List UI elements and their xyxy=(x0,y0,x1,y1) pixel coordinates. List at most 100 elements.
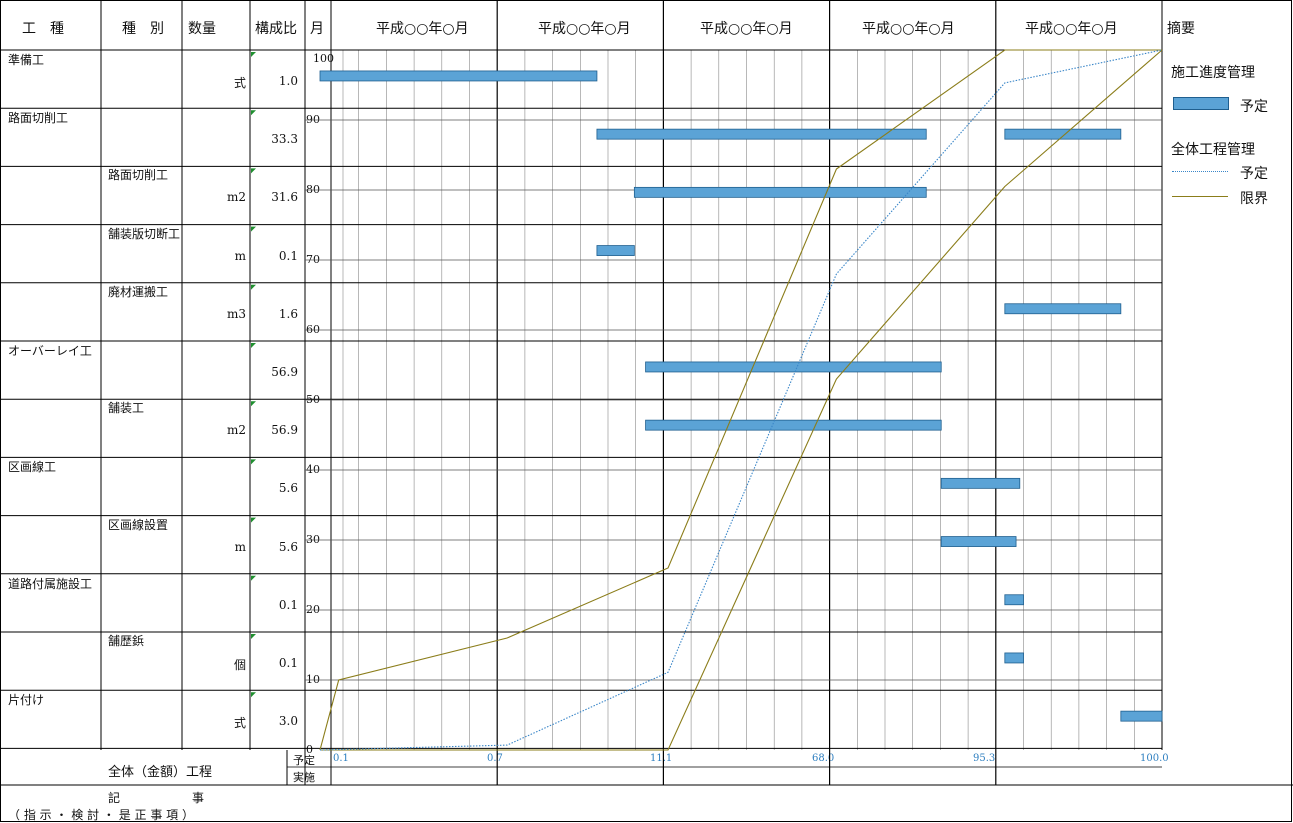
composition-ratio: 33.3 xyxy=(271,132,298,147)
work-kind-label: 路面切削工 xyxy=(8,111,69,126)
legend-plan-line-swatch xyxy=(1172,171,1228,172)
notes-label: 記 事 xyxy=(108,791,205,805)
ratio-corner-mark xyxy=(251,284,256,290)
upper-limit-line xyxy=(319,49,1162,751)
unit-label: m3 xyxy=(226,306,246,321)
gantt-bar xyxy=(1004,594,1024,606)
lower-limit-line xyxy=(320,49,1163,751)
ratio-corner-mark xyxy=(251,517,256,523)
ratio-corner-mark xyxy=(251,226,256,232)
unit-label: m2 xyxy=(226,423,246,438)
composition-ratio: 0.1 xyxy=(278,656,298,670)
composition-ratio: 1.0 xyxy=(278,74,298,88)
plan-percentage: 0.1 xyxy=(333,753,349,764)
gantt-bar xyxy=(596,245,635,256)
unit-label: m2 xyxy=(226,190,246,205)
composition-ratio: 3.0 xyxy=(278,714,298,729)
header-period-2: 平成○○年○月 xyxy=(538,21,631,37)
unit-label: m xyxy=(234,248,246,263)
composition-ratio: 0.1 xyxy=(278,597,298,612)
unit-label: m xyxy=(234,539,246,554)
gantt-bar xyxy=(1004,303,1122,315)
y-tick-label: 50 xyxy=(306,393,320,406)
composition-ratio: 56.9 xyxy=(271,423,298,438)
ratio-corner-mark xyxy=(251,168,256,174)
header-type: 種 別 xyxy=(122,21,164,37)
gantt-bar xyxy=(645,361,942,373)
work-type-label: 廃材運搬工 xyxy=(108,284,169,299)
header-month: 月 xyxy=(310,21,324,37)
composition-ratio: 56.9 xyxy=(271,365,298,379)
unit-label: 式 xyxy=(233,76,246,90)
header-remarks: 摘要 xyxy=(1167,21,1195,37)
work-type-label: 舗装工 xyxy=(108,401,145,416)
y-tick-label: 90 xyxy=(306,113,320,126)
work-kind-label: オーバーレイ工 xyxy=(8,344,92,358)
legend-bar-swatch xyxy=(1173,97,1229,110)
gantt-bar xyxy=(1004,128,1122,140)
ratio-corner-mark xyxy=(251,459,256,465)
plan-percentage: 95.3 xyxy=(973,753,996,764)
plan-row-label: 予定 xyxy=(293,754,315,767)
header-period-5: 平成○○年○月 xyxy=(1025,21,1118,37)
gantt-bar xyxy=(319,70,598,82)
ratio-corner-mark xyxy=(251,401,256,407)
legend-limit-line-swatch xyxy=(1172,196,1228,197)
y-tick-label: 10 xyxy=(306,673,320,686)
legend-limit-line-label: 限界 xyxy=(1240,191,1268,207)
header-ratio: 構成比 xyxy=(255,21,297,37)
unit-label: 個 xyxy=(233,658,246,672)
work-type-label: 舗歴鋲 xyxy=(108,634,145,648)
ratio-corner-mark xyxy=(251,575,256,581)
ratio-corner-mark xyxy=(251,110,256,116)
y-tick-label: 30 xyxy=(306,533,320,546)
ratio-corner-mark xyxy=(251,634,256,639)
header-quantity: 数量 xyxy=(188,21,216,37)
y-tick-label: 60 xyxy=(306,323,320,336)
composition-ratio: 1.6 xyxy=(278,306,298,321)
work-kind-label: 区画線工 xyxy=(8,460,57,475)
gantt-bar xyxy=(1120,710,1163,722)
y-tick-label: 40 xyxy=(306,463,320,476)
ratio-corner-mark xyxy=(251,343,256,348)
plan-percentage: 11.1 xyxy=(650,753,673,764)
gantt-bar xyxy=(596,128,927,140)
work-type-label: 区画線設置 xyxy=(108,517,169,532)
y-tick-label: 80 xyxy=(306,183,320,196)
composition-ratio: 31.6 xyxy=(271,190,298,205)
ratio-corner-mark xyxy=(251,52,256,57)
work-kind-label: 片付け xyxy=(8,693,45,708)
composition-ratio: 5.6 xyxy=(278,481,298,496)
header-period-3: 平成○○年○月 xyxy=(700,21,793,37)
header-kind: 工 種 xyxy=(22,21,64,37)
work-type-label: 路面切削工 xyxy=(108,168,169,183)
work-type-label: 舗装版切断工 xyxy=(108,226,181,241)
legend-progress-title: 施工進度管理 xyxy=(1171,65,1255,81)
notes-sublabel: （ 指 示 ・ 検 討 ・ 是 正 事 項 ） xyxy=(8,808,194,822)
y-tick-label: 70 xyxy=(306,253,320,266)
work-kind-label: 道路付属施設工 xyxy=(8,576,93,591)
gantt-bar xyxy=(633,186,927,198)
legend-overall-title: 全体工程管理 xyxy=(1171,142,1255,158)
y-tick-label: 100 xyxy=(313,52,334,65)
total-progress-label: 全体（金額）工程 xyxy=(108,765,213,780)
legend-bar-label: 予定 xyxy=(1240,99,1268,115)
legend-plan-line-label: 予定 xyxy=(1240,166,1268,182)
work-kind-label: 準備工 xyxy=(8,53,45,67)
gantt-bar xyxy=(645,419,942,431)
composition-ratio: 5.6 xyxy=(278,539,298,554)
y-tick-label: 20 xyxy=(306,603,320,616)
gantt-bar xyxy=(940,536,1017,547)
composition-ratio: 0.1 xyxy=(278,248,298,263)
plan-percentage: 68.0 xyxy=(812,753,835,764)
unit-label: 式 xyxy=(233,716,246,731)
actual-row-label: 実施 xyxy=(293,771,315,784)
gantt-bar xyxy=(940,477,1021,489)
plan-percentage: 100.0 xyxy=(1140,753,1169,764)
gantt-bar xyxy=(1004,652,1024,664)
planned-progress-line xyxy=(319,49,1163,751)
header-period-1: 平成○○年○月 xyxy=(376,21,469,37)
ratio-corner-mark xyxy=(251,692,256,698)
